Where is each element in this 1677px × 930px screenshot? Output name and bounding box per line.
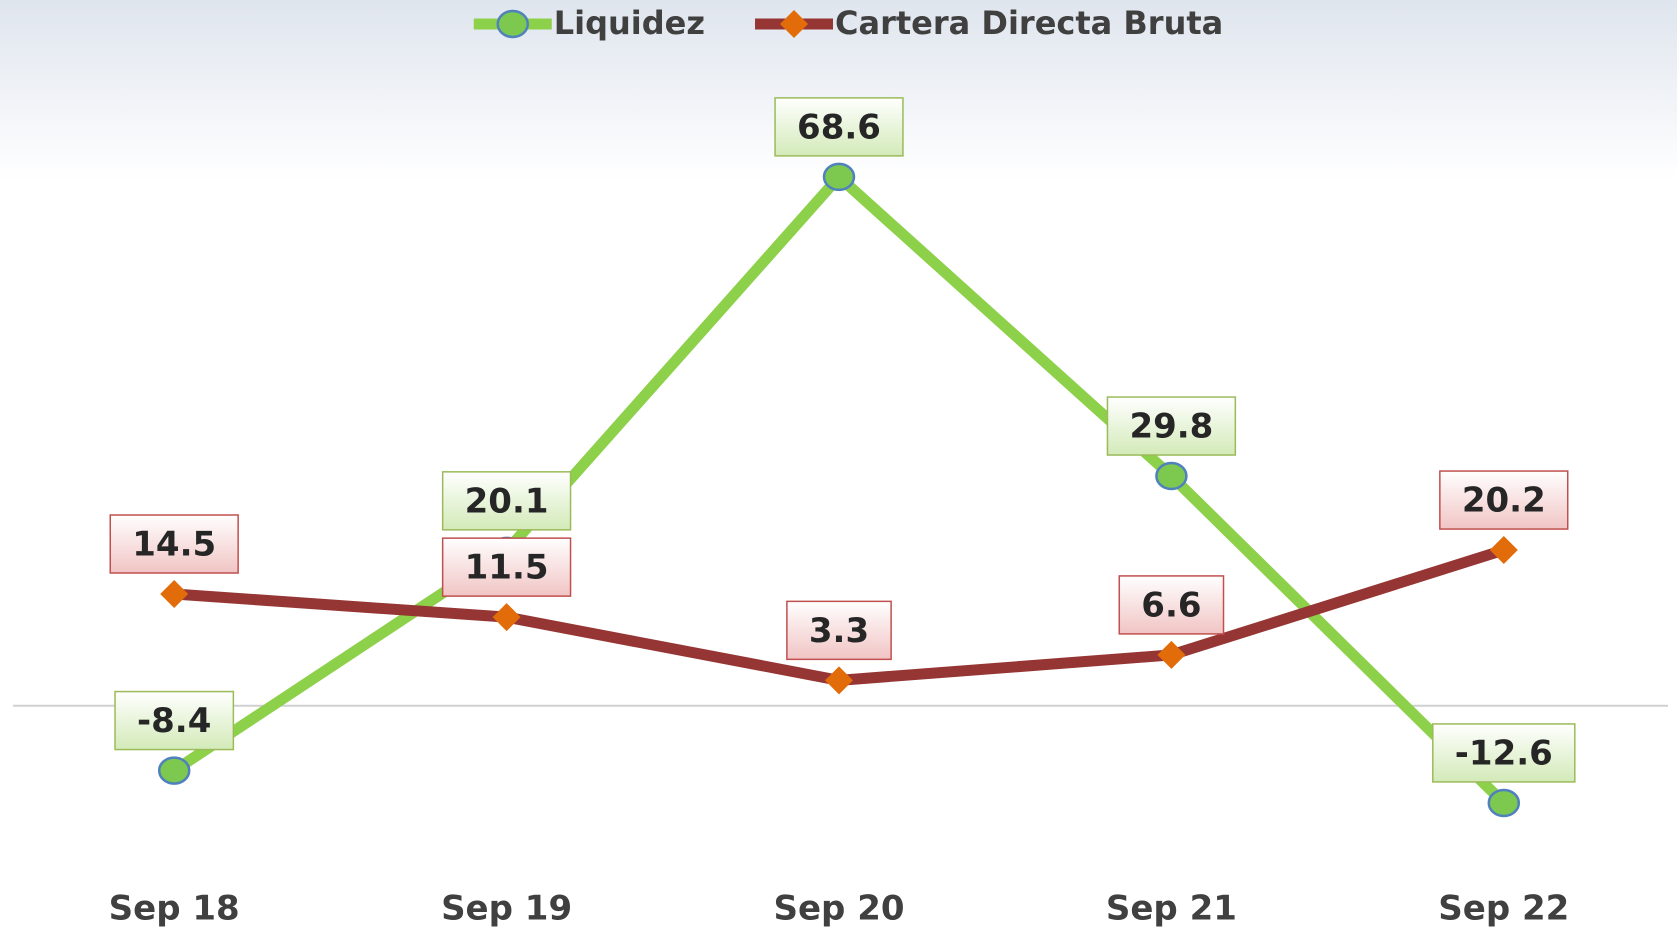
- data-label-box: [786, 600, 892, 661]
- data-label-box: [441, 471, 572, 531]
- x-tick-label: Sep 20: [773, 889, 904, 929]
- marker: [157, 756, 191, 785]
- data-label: 11.5: [465, 548, 549, 588]
- marker: [492, 603, 521, 632]
- series-line: [171, 171, 1508, 807]
- data-label: 20.1: [465, 481, 549, 521]
- legend-label: Liquidez: [554, 4, 705, 42]
- data-label: 68.6: [797, 107, 881, 147]
- marker: [822, 162, 856, 192]
- data-label: -8.4: [137, 701, 211, 741]
- data-label: 6.6: [1141, 585, 1201, 625]
- data-label: 3.3: [809, 611, 869, 651]
- data-label-box: [1118, 575, 1225, 635]
- x-tick-label: Sep 19: [441, 889, 572, 929]
- x-tick-label: Sep 18: [109, 889, 240, 929]
- data-label-box: [1439, 470, 1569, 530]
- data-label: 20.2: [1462, 481, 1546, 521]
- x-tick-label: Sep 21: [1106, 889, 1237, 929]
- data-label-box: [1106, 396, 1237, 456]
- data-label-box: [441, 537, 572, 597]
- data-label-box: [774, 97, 904, 157]
- marker: [160, 580, 189, 609]
- x-tick-label: Sep 22: [1438, 889, 1569, 929]
- data-label-box: [109, 514, 239, 574]
- marker: [1157, 640, 1186, 669]
- data-label: -12.6: [1455, 733, 1553, 773]
- marker: [780, 10, 809, 38]
- data-label: 14.5: [132, 525, 216, 565]
- legend: Liquidez Cartera Directa Bruta: [473, 4, 1223, 42]
- legend-label: Cartera Directa Bruta: [835, 4, 1223, 42]
- marker: [1155, 461, 1188, 491]
- data-label-box: [114, 690, 235, 751]
- data-label-box: [1432, 723, 1576, 783]
- marker: [1487, 788, 1521, 818]
- data-label: 29.8: [1129, 407, 1213, 447]
- marker: [496, 9, 530, 39]
- marker: [825, 666, 853, 695]
- marker: [1489, 536, 1518, 565]
